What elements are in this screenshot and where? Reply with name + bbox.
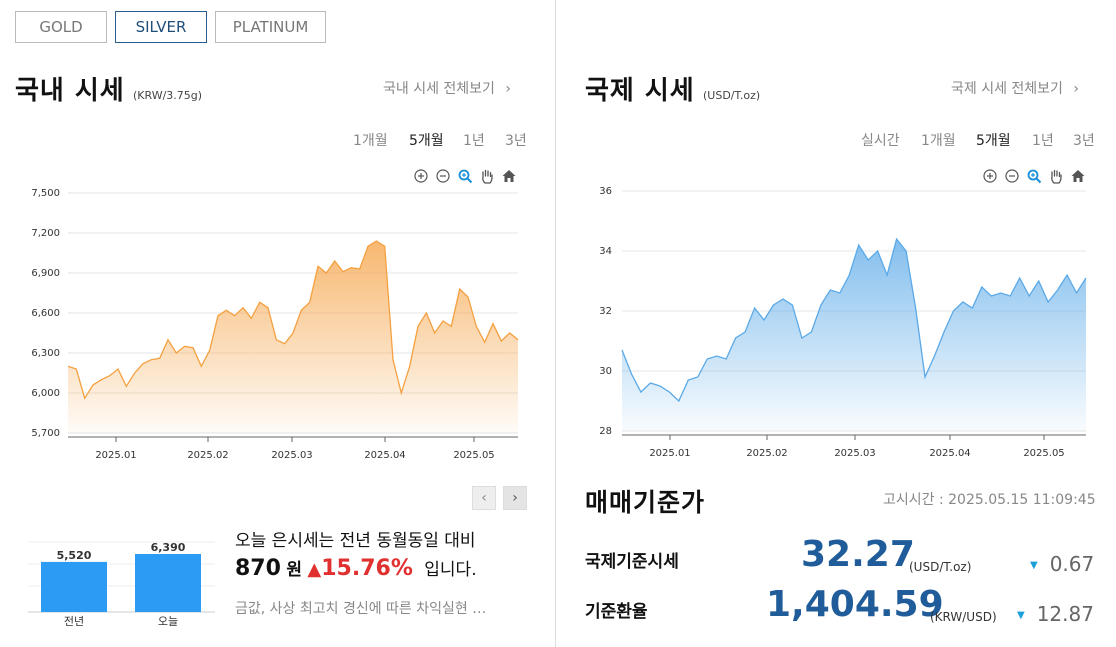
notice-time: 고시시간 : 2025.05.15 11:09:45 <box>883 492 1096 508</box>
international-more-link[interactable]: 국제 시세 전체보기 › <box>951 81 1080 97</box>
y-tick-label: 6,000 <box>31 388 60 399</box>
intl-period-1m[interactable]: 1개월 <box>921 133 956 149</box>
exchange-rate-value: 1,404.59 <box>766 584 944 625</box>
zoom-in-icon[interactable] <box>982 168 998 184</box>
y-tick-label: 5,700 <box>31 428 60 439</box>
intl-reference-label: 국제기준시세 <box>585 552 679 572</box>
diff-unit: 원 <box>286 560 302 580</box>
year-compare-bar-chart: 5,520 전년 6,390 오늘 <box>28 541 215 628</box>
y-tick-label: 30 <box>599 366 612 377</box>
domestic-period-1m[interactable]: 1개월 <box>353 133 388 149</box>
x-tick-label: 2025.01 <box>95 450 136 461</box>
x-tick-label: 2025.05 <box>453 450 494 461</box>
down-triangle-icon: ▼ <box>1030 560 1038 571</box>
section-divider <box>555 0 556 647</box>
y-tick-label: 7,500 <box>31 188 60 199</box>
bar <box>135 554 201 612</box>
zoom-out-icon[interactable] <box>435 168 451 184</box>
news-headline-link[interactable]: 금값, 사상 최고치 경신에 따른 차익실현 … <box>235 601 487 617</box>
down-triangle-icon: ▼ <box>1017 610 1025 621</box>
intl-period-5m[interactable]: 5개월 <box>976 133 1011 149</box>
domestic-price-chart: 7,500 7,200 6,900 6,600 6,300 6,000 5,700 2025.… <box>31 188 519 461</box>
y-tick-label: 28 <box>599 426 612 437</box>
zoom-out-icon[interactable] <box>1004 168 1020 184</box>
y-tick-label: 34 <box>599 246 612 257</box>
series-line <box>67 240 519 400</box>
x-tick-label: 2025.03 <box>271 450 312 461</box>
y-tick-label: 6,600 <box>31 308 60 319</box>
intl-reference-value: 32.27 <box>801 534 915 575</box>
x-tick-label: 2025.02 <box>746 448 787 459</box>
tab-gold[interactable]: GOLD <box>15 11 107 43</box>
domestic-period-5m[interactable]: 5개월 <box>409 133 444 149</box>
intl-period-1y[interactable]: 1년 <box>1032 133 1054 149</box>
comparison-result: 870 원 ▲15.76% 입니다. <box>235 555 477 581</box>
intl-period-3y[interactable]: 3년 <box>1073 133 1095 149</box>
magnify-icon[interactable] <box>1026 168 1042 184</box>
international-unit: (USD/T.oz) <box>703 89 761 102</box>
intl-reference-unit: (USD/T.oz) <box>909 560 972 574</box>
exchange-rate-label: 기준환율 <box>585 602 648 622</box>
exchange-rate-unit: (KRW/USD) <box>930 610 997 624</box>
comparison-suffix: 입니다. <box>424 560 477 580</box>
x-tick-label: 2025.03 <box>834 448 875 459</box>
x-tick-label: 2025.04 <box>929 448 970 459</box>
diff-value: 870 <box>235 556 281 581</box>
comparison-text: 오늘 은시세는 전년 동월동일 대비 <box>235 531 476 551</box>
domestic-more-link[interactable]: 국내 시세 전체보기 › <box>383 81 512 97</box>
magnify-icon[interactable] <box>457 168 473 184</box>
pan-hand-icon[interactable] <box>1048 168 1064 184</box>
y-tick-label: 6,900 <box>31 268 60 279</box>
domestic-unit: (KRW/3.75g) <box>133 89 203 102</box>
international-price-chart: 36 34 32 30 28 2025.01 2025.02 2025.03 2025.04 20… <box>599 186 1087 459</box>
bar <box>41 561 107 612</box>
series-area <box>68 241 518 433</box>
x-tick-label: 2025.05 <box>1023 448 1064 459</box>
reference-title: 매매기준가 <box>585 488 706 517</box>
bar-data-label: 6,390 <box>151 541 186 554</box>
domestic-title: 국내 시세 <box>15 76 125 106</box>
home-icon[interactable] <box>1070 168 1086 184</box>
next-button[interactable]: › <box>503 486 527 510</box>
bar-category-label: 오늘 <box>158 615 178 628</box>
x-tick-label: 2025.02 <box>187 450 228 461</box>
intl-period-realtime[interactable]: 실시간 <box>861 133 900 149</box>
x-tick-label: 2025.04 <box>364 450 405 461</box>
up-arrow-icon: ▲ <box>307 559 322 580</box>
bar-category-label: 전년 <box>64 615 84 628</box>
international-title: 국제 시세 <box>585 76 695 106</box>
domestic-period-3y[interactable]: 3년 <box>505 133 527 149</box>
series-line <box>621 237 1087 403</box>
diff-percent: 15.76% <box>321 556 413 581</box>
domestic-period-1y[interactable]: 1년 <box>463 133 485 149</box>
x-tick-label: 2025.01 <box>649 448 690 459</box>
chevron-right-icon: › <box>1073 81 1080 97</box>
intl-reference-change: ▼ 0.67 <box>1030 552 1095 576</box>
y-tick-label: 32 <box>599 306 612 317</box>
exchange-rate-change: ▼ 12.87 <box>1017 602 1094 626</box>
y-tick-label: 36 <box>599 186 612 197</box>
zoom-in-icon[interactable] <box>413 168 429 184</box>
chevron-right-icon: › <box>505 81 512 97</box>
tab-silver[interactable]: SILVER <box>115 11 207 43</box>
y-tick-label: 6,300 <box>31 348 60 359</box>
y-tick-label: 7,200 <box>31 228 60 239</box>
prev-button[interactable]: ‹ <box>472 486 496 510</box>
bar-data-label: 5,520 <box>57 549 92 562</box>
series-area <box>622 239 1086 431</box>
tab-platinum[interactable]: PLATINUM <box>215 11 326 43</box>
pan-hand-icon[interactable] <box>479 168 495 184</box>
home-icon[interactable] <box>501 168 517 184</box>
